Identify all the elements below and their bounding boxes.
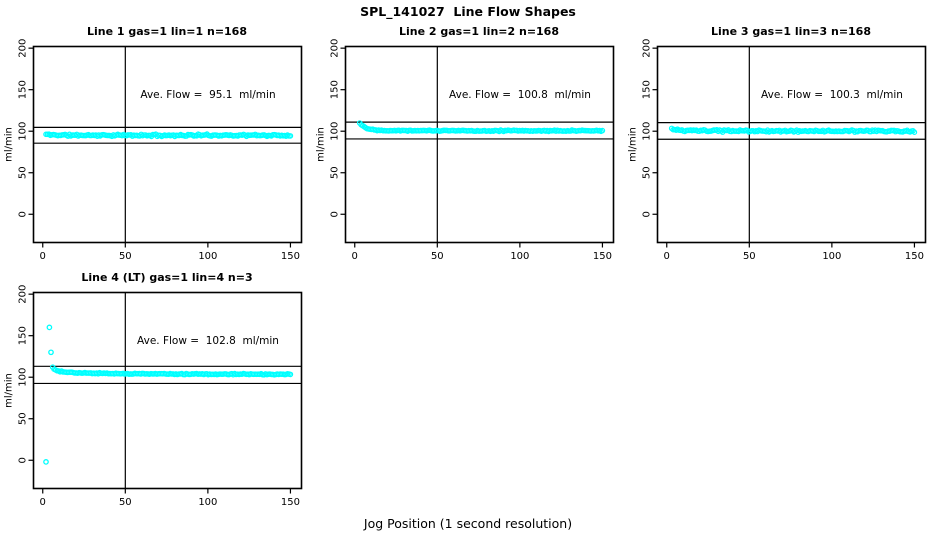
x-tick-label: 0	[664, 251, 670, 262]
panel-line-3-ave-flow: Ave. Flow = 100.3 ml/min	[761, 89, 903, 101]
panel-line-4-plot: 0 50 100 150 0 50 100 150 200 ml/min	[4, 285, 303, 508]
y-tick-label: 50	[18, 412, 29, 425]
panel-line-4-ave-flow: Ave. Flow = 102.8 ml/min	[137, 335, 279, 347]
panel-line-3: 0 50 100 150 0 50 100 150 200 ml/min Line 3 gas=1…	[624, 20, 936, 266]
main-title: SPL_141027 Line Flow Shapes	[360, 4, 576, 19]
panel-line-4-title: Line 4 (LT) gas=1 lin=4 n=3	[81, 271, 253, 284]
x-tick-label: 100	[198, 497, 217, 508]
x-tick-label: 0	[352, 251, 358, 262]
y-tick-label: 0	[330, 211, 341, 217]
y-tick-label: 100	[18, 368, 29, 387]
y-tick-label: 0	[18, 457, 29, 463]
y-tick-label: 50	[642, 166, 653, 179]
x-tick-label: 50	[743, 251, 756, 262]
x-tick-label: 50	[431, 251, 444, 262]
panel-line-1-ave-flow: Ave. Flow = 95.1 ml/min	[140, 89, 276, 101]
x-tick-label: 0	[40, 251, 46, 262]
panel-line-2-ave-flow: Ave. Flow = 100.8 ml/min	[449, 89, 591, 101]
y-tick-label: 100	[18, 122, 29, 141]
y-tick-label: 150	[18, 326, 29, 345]
panel-line-3-plot: 0 50 100 150 0 50 100 150 200 ml/min	[628, 39, 927, 262]
panel-line-2: 0 50 100 150 0 50 100 150 200 ml/min Line 2 gas=1…	[312, 20, 624, 266]
x-tick-label: 0	[40, 497, 46, 508]
data-points	[356, 120, 606, 135]
y-tick-label: 200	[18, 285, 29, 304]
plot-box	[344, 45, 615, 244]
plot-box	[32, 291, 303, 490]
y-tick-label: 200	[330, 39, 341, 58]
x-axis-label: Jog Position (1 second resolution)	[363, 516, 573, 531]
y-tick-label: 200	[642, 39, 653, 58]
x-tick-label: 100	[198, 251, 217, 262]
y-axis-label: ml/min	[628, 127, 639, 162]
y-tick-label: 0	[642, 211, 653, 217]
y-axis-label: ml/min	[316, 127, 327, 162]
y-tick-label: 50	[330, 166, 341, 179]
panel-line-1: 0 50 100 150 0 50 100 150 200 ml/min Line 1 gas=1…	[0, 20, 312, 266]
outlier-point	[48, 349, 54, 356]
y-tick-label: 150	[18, 80, 29, 99]
y-tick-label: 0	[18, 211, 29, 217]
x-tick-label: 150	[281, 497, 300, 508]
panel-line-1-plot: 0 50 100 150 0 50 100 150 200 ml/min	[4, 39, 303, 262]
y-axis-label: ml/min	[4, 127, 15, 162]
y-tick-label: 150	[642, 80, 653, 99]
y-axis-label: ml/min	[4, 373, 15, 408]
x-tick-label: 100	[510, 251, 529, 262]
x-tick-label: 100	[822, 251, 841, 262]
data-points	[43, 324, 294, 465]
x-tick-label: 50	[119, 497, 132, 508]
x-tick-label: 150	[593, 251, 612, 262]
y-tick-label: 50	[18, 166, 29, 179]
panel-line-2-title: Line 2 gas=1 lin=2 n=168	[398, 25, 559, 38]
y-tick-label: 100	[642, 122, 653, 141]
x-tick-label: 50	[119, 251, 132, 262]
plot-box	[32, 45, 303, 244]
outlier-point	[43, 459, 49, 465]
data-points	[668, 125, 918, 136]
data-points	[43, 131, 294, 140]
x-tick-label: 150	[905, 251, 924, 262]
panel-line-3-title: Line 3 gas=1 lin=3 n=168	[710, 25, 871, 38]
y-tick-label: 200	[18, 39, 29, 58]
panel-line-1-title: Line 1 gas=1 lin=1 n=168	[86, 25, 247, 38]
x-tick-label: 150	[281, 251, 300, 262]
y-tick-label: 150	[330, 80, 341, 99]
y-tick-label: 100	[330, 122, 341, 141]
plot-box	[656, 45, 927, 244]
panel-line-4: 0 50 100 150 0 50 100 150 200 ml/min Line 4 (LT) …	[0, 266, 312, 512]
panel-line-2-plot: 0 50 100 150 0 50 100 150 200 ml/min	[316, 39, 615, 262]
outlier-point	[46, 324, 53, 331]
